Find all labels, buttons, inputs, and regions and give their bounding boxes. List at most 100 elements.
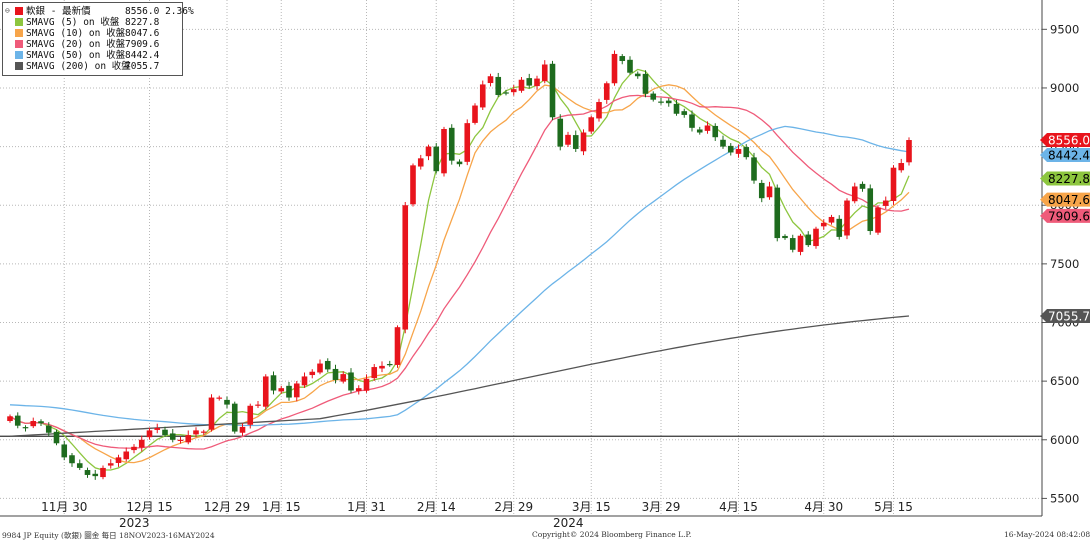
- candle: [472, 103, 478, 125]
- x-tick-label: 3月 29: [642, 500, 681, 514]
- candle-body: [580, 132, 587, 152]
- series-line-smavg--10-: [9, 84, 910, 464]
- legend-swatch: [15, 18, 23, 26]
- candle-body: [557, 118, 564, 147]
- x-tick-label: 1月 31: [347, 500, 386, 514]
- candle: [735, 144, 742, 158]
- candle: [727, 143, 734, 156]
- candle-body: [751, 157, 757, 181]
- candle: [262, 374, 269, 410]
- candle-body: [696, 129, 703, 133]
- last-value-tag-bg: [1040, 148, 1090, 163]
- candle: [286, 381, 292, 401]
- legend-value: 8047.6: [125, 28, 160, 39]
- year-label: 2024: [553, 516, 584, 530]
- candle-body: [906, 140, 912, 163]
- candle: [138, 435, 145, 452]
- legend-value: 8556.0 2.36%: [125, 6, 194, 17]
- candle-body: [526, 78, 533, 86]
- candle: [882, 196, 889, 209]
- candle: [45, 422, 52, 437]
- candle: [379, 361, 385, 373]
- candle-body: [541, 64, 548, 82]
- candle-body: [425, 146, 432, 157]
- x-tick-label: 4月 15: [719, 500, 758, 514]
- candle-body: [495, 76, 502, 95]
- candle: [596, 98, 602, 122]
- candle-body: [596, 102, 602, 119]
- candle-body: [727, 145, 734, 153]
- candle-body: [642, 73, 649, 94]
- candle-body: [45, 425, 52, 433]
- candle-body: [565, 134, 571, 145]
- candle-body: [262, 376, 269, 407]
- legend-item-sma5: SMAVG (5) on 收盤 8227.8: [15, 17, 159, 28]
- candle: [193, 427, 199, 438]
- candle: [495, 72, 502, 97]
- candle-body: [53, 431, 60, 444]
- candle: [704, 121, 711, 134]
- legend-collapse-icon[interactable]: ⊖: [5, 6, 10, 15]
- candle-body: [844, 200, 850, 236]
- legend-swatch: [15, 7, 23, 15]
- candle: [386, 360, 393, 367]
- candle: [348, 368, 354, 394]
- candle-body: [735, 148, 742, 154]
- candle: [588, 115, 595, 134]
- legend-label: SMAVG (10) on 收盤: [26, 28, 126, 39]
- candle: [255, 400, 261, 408]
- candle-body: [324, 360, 331, 370]
- candle: [14, 412, 21, 429]
- candle-body: [743, 147, 750, 158]
- legend-swatch: [15, 62, 23, 70]
- candle-body: [851, 186, 858, 202]
- candle: [867, 184, 874, 235]
- footer-timestamp: 16-May-2024 08:42:08: [1004, 530, 1090, 539]
- candle: [115, 454, 122, 467]
- candle-body: [634, 73, 641, 77]
- candle-body: [332, 368, 339, 380]
- candle-body: [38, 421, 44, 424]
- candle-body: [61, 444, 68, 458]
- candle: [301, 372, 308, 388]
- candle-body: [572, 135, 579, 149]
- candlesticks: [7, 50, 912, 480]
- candle-body: [154, 428, 161, 430]
- footer-ticker-info: 9984 JP Equity (軟銀) 圖金 每日 18NOV2023-16MA…: [2, 531, 215, 540]
- candle: [696, 126, 703, 135]
- series-line-smavg--20-: [9, 94, 910, 450]
- candle-body: [789, 238, 796, 250]
- legend: ⊖ 軟銀 - 最新價 8556.0 2.36% SMAVG (5) on 收盤 …: [2, 2, 194, 76]
- candle-body: [689, 114, 695, 128]
- candle: [247, 403, 254, 429]
- candle: [789, 234, 796, 253]
- candle: [720, 135, 726, 149]
- legend-label: SMAVG (5) on 收盤: [26, 17, 120, 28]
- candle-body: [84, 470, 91, 475]
- candle-body: [100, 467, 106, 478]
- legend-item-sma50: SMAVG (50) on 收盤 8442.4: [15, 50, 159, 61]
- candle: [673, 100, 680, 116]
- candle-body: [270, 375, 277, 391]
- legend-value: 8227.8: [125, 17, 160, 28]
- candle: [743, 144, 750, 160]
- candle-body: [247, 405, 254, 425]
- candle-body: [286, 385, 292, 398]
- candle-body: [433, 146, 440, 172]
- candle: [580, 129, 587, 156]
- candle: [363, 374, 370, 393]
- candle-body: [348, 372, 354, 391]
- candle-body: [363, 378, 370, 391]
- candle-body: [658, 101, 664, 103]
- candle-body: [7, 416, 13, 422]
- legend-swatch: [15, 40, 23, 48]
- candle: [177, 436, 184, 444]
- year-label: 2023: [119, 516, 150, 530]
- candle-body: [456, 161, 463, 165]
- last-value-tag: 8047.6: [1040, 192, 1090, 207]
- legend-label: SMAVG (50) on 收盤: [26, 50, 126, 61]
- candle-body: [650, 93, 657, 100]
- candle-body: [216, 397, 223, 399]
- last-value-tag-text: 8556.0: [1048, 134, 1090, 148]
- candle: [464, 119, 471, 166]
